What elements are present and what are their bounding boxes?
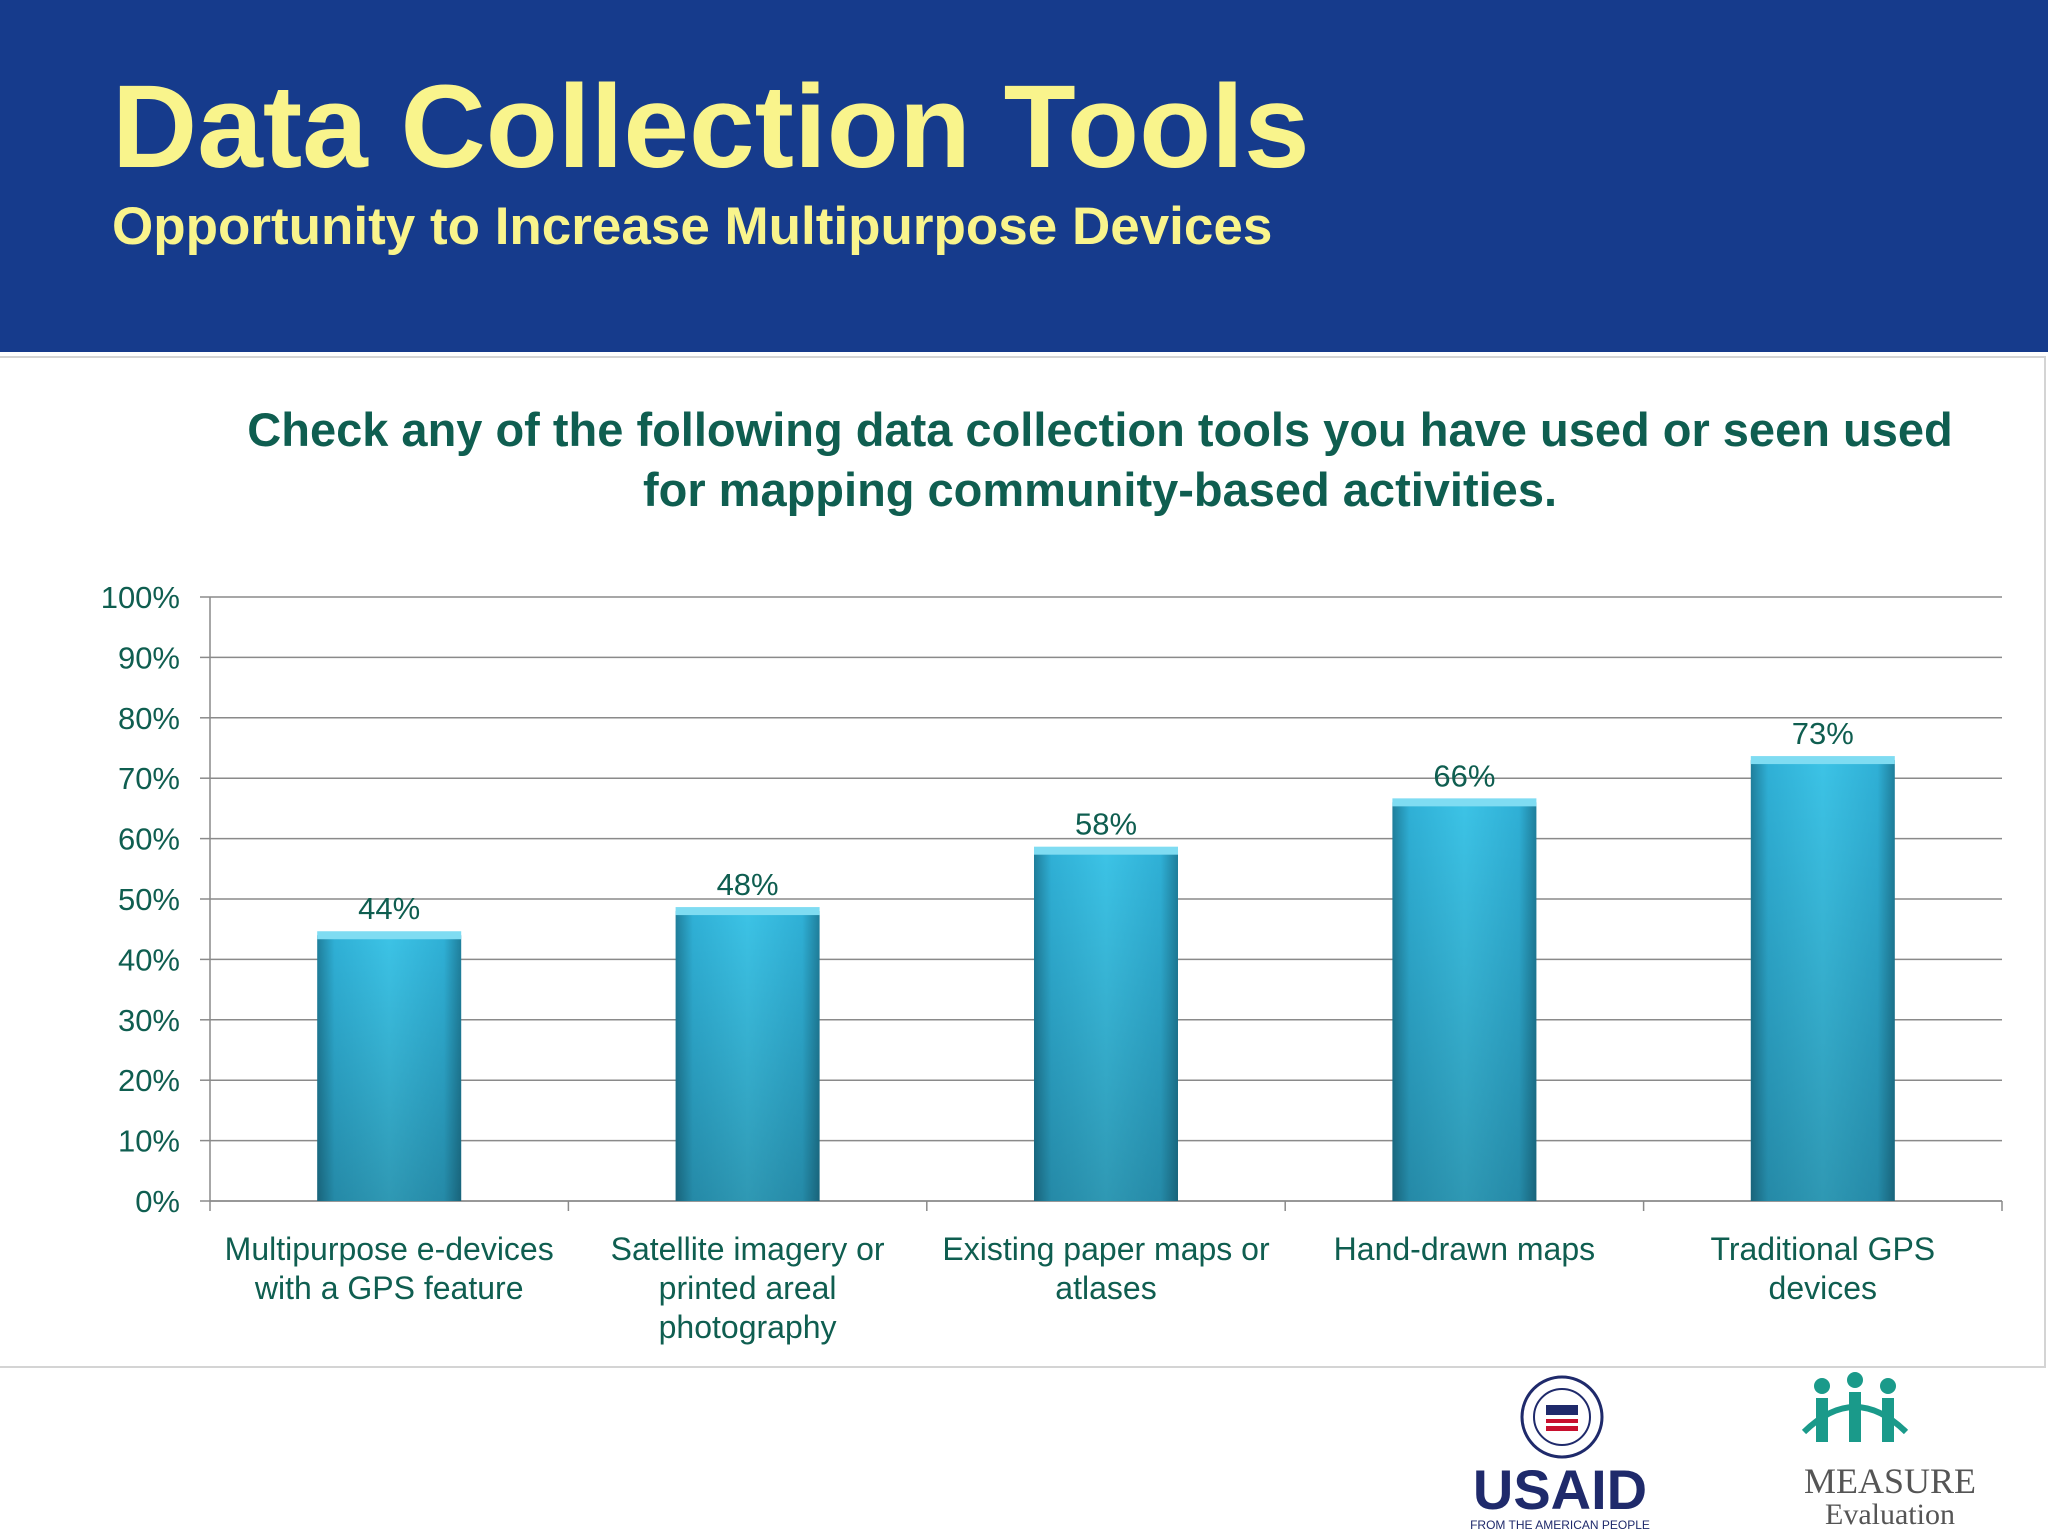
x-category-label: Existing paper maps or bbox=[942, 1231, 1270, 1267]
data-label: 48% bbox=[717, 867, 779, 902]
y-tick-label: 10% bbox=[118, 1124, 180, 1159]
page-subtitle: Opportunity to Increase Multipurpose Dev… bbox=[112, 197, 1273, 256]
usaid-tagline: FROM THE AMERICAN PEOPLE bbox=[1470, 1518, 1650, 1532]
measure-logo-line2: Evaluation bbox=[1825, 1498, 1955, 1531]
y-tick-label: 70% bbox=[118, 761, 180, 796]
data-label: 66% bbox=[1433, 758, 1495, 793]
x-category-label: atlases bbox=[1055, 1270, 1156, 1306]
x-category-label: printed areal bbox=[659, 1270, 837, 1306]
bar-top bbox=[1034, 846, 1178, 855]
y-tick-label: 90% bbox=[118, 640, 180, 675]
x-category-label: Hand-drawn maps bbox=[1334, 1231, 1595, 1267]
y-tick-label: 30% bbox=[118, 1003, 180, 1038]
bar-shade bbox=[1392, 802, 1537, 1201]
chart-labels: 0% 10% 20% 30% 40% 50% 60% 70% 80% 90% 100% 44% Mult… bbox=[101, 580, 1935, 1345]
data-label: 58% bbox=[1075, 807, 1137, 842]
measure-people-icon bbox=[1801, 1372, 1909, 1442]
bar-top bbox=[1392, 798, 1537, 807]
x-category-label: with a GPS feature bbox=[254, 1270, 524, 1306]
usaid-logo: USAID bbox=[1472, 1458, 1648, 1521]
bar-shade bbox=[1034, 850, 1178, 1201]
measure-logo-line1: MEASURE bbox=[1803, 1461, 1977, 1501]
y-tick-label: 20% bbox=[118, 1063, 180, 1098]
bar-chart: 0% 10% 20% 30% 40% 50% 60% 70% 80% 90% 100% 44% Mult… bbox=[101, 580, 2003, 1345]
bar-top bbox=[317, 931, 462, 940]
x-category-label: Multipurpose e-devices bbox=[225, 1231, 554, 1267]
logos-area: USAID FROM THE AMERICAN PEOPLE MEASURE E… bbox=[1460, 1370, 2040, 1532]
bar-shade bbox=[675, 911, 820, 1201]
x-category-label: devices bbox=[1769, 1270, 1878, 1306]
y-tick-label: 50% bbox=[118, 882, 180, 917]
page-title: Data Collection Tools bbox=[112, 61, 1310, 193]
y-tick-label: 80% bbox=[118, 701, 180, 736]
y-tick-label: 40% bbox=[118, 942, 180, 977]
x-category-label: Satellite imagery or bbox=[611, 1231, 885, 1267]
x-category-label: photography bbox=[659, 1309, 837, 1345]
bar-top bbox=[1750, 756, 1895, 765]
y-tick-label: 60% bbox=[118, 822, 180, 857]
bar-shade bbox=[1750, 760, 1895, 1201]
data-label: 73% bbox=[1792, 716, 1854, 751]
bar-shade bbox=[317, 935, 462, 1201]
chart-question: Check any of the following data collecti… bbox=[247, 403, 1953, 516]
usaid-seal-icon bbox=[1520, 1375, 1604, 1459]
data-label: 44% bbox=[358, 891, 420, 926]
header-banner: Data Collection Tools Opportunity to Inc… bbox=[0, 0, 2048, 352]
bar-top bbox=[675, 907, 820, 916]
y-tick-label: 100% bbox=[101, 580, 180, 615]
y-tick-label: 0% bbox=[135, 1184, 180, 1219]
x-category-label: Traditional GPS bbox=[1710, 1231, 1935, 1267]
chart-bars bbox=[317, 756, 1895, 1201]
